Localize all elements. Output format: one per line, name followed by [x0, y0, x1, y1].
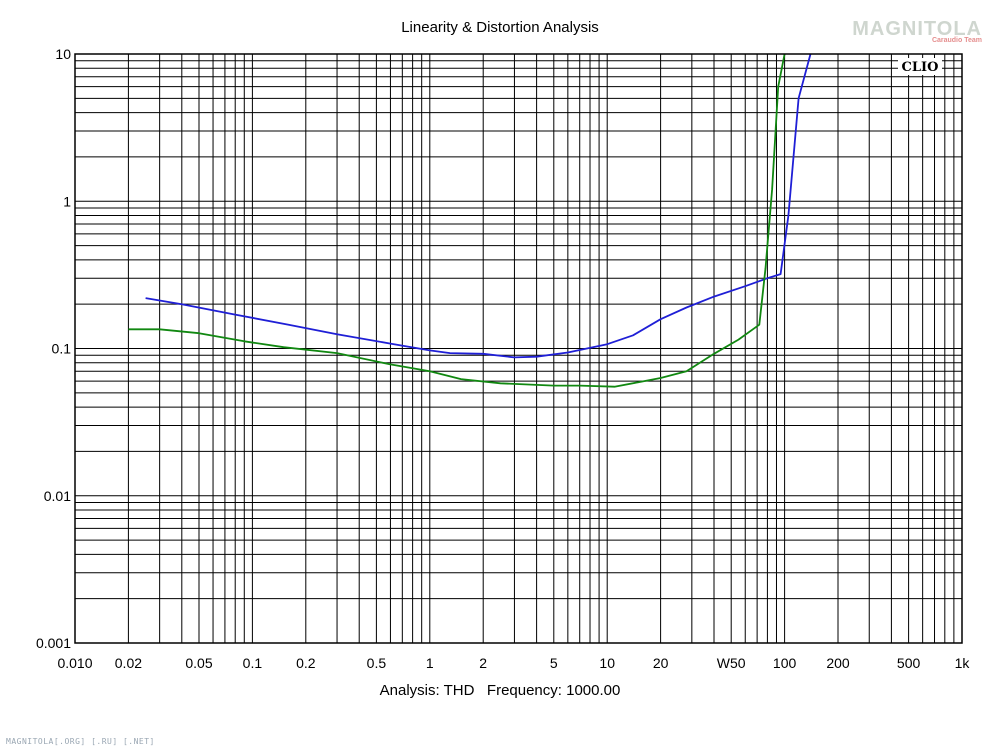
x-tick-label: 0.1: [243, 655, 263, 671]
chart-title: Linearity & Distortion Analysis: [401, 19, 599, 36]
chart-subtitle: Analysis: THD Frequency: 1000.00: [380, 682, 621, 699]
grid: [75, 54, 962, 643]
y-tick-label: 0.001: [36, 635, 71, 651]
clio-logo-box: [898, 58, 942, 75]
x-tick-label: 2: [479, 655, 487, 671]
x-tick-label: 20: [653, 655, 669, 671]
y-tick-label: 10: [55, 46, 71, 62]
x-tick-label: 0.05: [185, 655, 212, 671]
x-tick-labels: 0.010 0.02 0.05 0.1 0.2 0.5 1 2 5 10 20 W50 100 200 50…: [57, 655, 970, 671]
x-tick-label: 0.02: [115, 655, 142, 671]
series-lines: [128, 53, 812, 388]
y-tick-label: 1: [63, 193, 71, 209]
x-tick-label: 0.2: [296, 655, 316, 671]
series-line-2: [128, 53, 786, 388]
plot-frame: [74, 53, 963, 644]
x-tick-label: 100: [773, 655, 797, 671]
y-tick-label: 0.1: [52, 341, 72, 357]
x-tick-label: 5: [550, 655, 558, 671]
x-tick-label: 0.010: [57, 655, 92, 671]
watermark: MAGNITOLA Caraudio Team: [852, 18, 982, 44]
x-tick-label: W50: [717, 655, 746, 671]
x-tick-label: 10: [599, 655, 615, 671]
footer-text: MAGNITOLA[.ORG] [.RU] [.NET]: [6, 737, 155, 746]
y-tick-labels: 10 1 0.1 0.01 0.001: [36, 46, 71, 651]
watermark-brand: MAGNITOLA: [852, 18, 982, 40]
x-tick-label: 1: [426, 655, 434, 671]
clio-logo: CLIO: [902, 60, 939, 75]
x-tick-label: 200: [826, 655, 850, 671]
series-line-1: [145, 53, 812, 359]
y-tick-label: 0.01: [44, 488, 71, 504]
x-tick-label: 500: [897, 655, 921, 671]
x-tick-label: 0.5: [367, 655, 387, 671]
watermark-sub: Caraudio Team: [931, 37, 982, 44]
x-tick-label: 1k: [955, 655, 971, 671]
